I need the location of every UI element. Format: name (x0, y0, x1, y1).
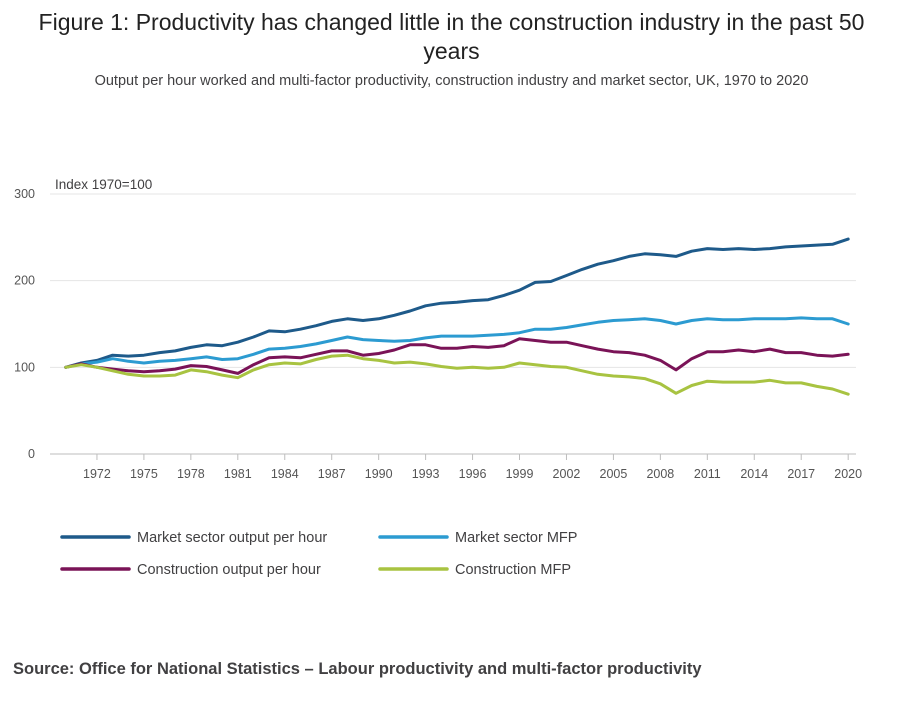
x-tick-label: 1993 (412, 467, 440, 481)
y-tick-label: 100 (14, 360, 35, 374)
series-lines (64, 237, 850, 396)
x-tick-label: 1996 (459, 467, 487, 481)
x-tick-label: 1984 (271, 467, 299, 481)
x-tick-label: 1990 (365, 467, 393, 481)
y-axis: 0 100 200 300 (14, 187, 35, 461)
y-axis-unit-label: Index 1970=100 (55, 177, 152, 192)
x-tick-label: 1981 (224, 467, 252, 481)
x-tick-label: 1999 (506, 467, 534, 481)
series-line-construction-output-per-hour (64, 337, 850, 375)
x-tick-label: 2020 (834, 467, 862, 481)
y-tick-label: 300 (14, 187, 35, 201)
x-tick-label: 2002 (553, 467, 581, 481)
x-tick-label: 1987 (318, 467, 346, 481)
x-tick-label: 1975 (130, 467, 158, 481)
chart-title: Figure 1: Productivity has changed littl… (38, 9, 865, 64)
x-tick-label: 1972 (83, 467, 111, 481)
source-note: Source: Office for National Statistics –… (13, 660, 702, 678)
legend-label: Construction output per hour (137, 562, 321, 578)
x-tick-label: 1978 (177, 467, 205, 481)
grid (50, 193, 856, 455)
legend-label: Market sector MFP (455, 530, 577, 546)
series-line-construction-mfp (64, 353, 850, 396)
legend-label: Construction MFP (455, 562, 571, 578)
x-tick-label: 2008 (646, 467, 674, 481)
legend-label: Market sector output per hour (137, 530, 327, 546)
x-axis: 1972 1975 1978 1981 1984 1987 1990 1993 1996 1999… (83, 454, 862, 481)
chart-subtitle: Output per hour worked and multi-factor … (94, 73, 809, 89)
legend: Market sector output per hour Market sect… (60, 530, 577, 578)
x-tick-label: 2011 (694, 467, 721, 481)
x-tick-label: 2017 (787, 467, 815, 481)
y-tick-label: 0 (28, 447, 35, 461)
x-tick-label: 2014 (740, 467, 768, 481)
x-tick-label: 2005 (600, 467, 628, 481)
series-line-market-sector-output-per-hour (64, 237, 850, 369)
series-line-market-sector-mfp (64, 316, 850, 369)
y-tick-label: 200 (14, 274, 35, 288)
